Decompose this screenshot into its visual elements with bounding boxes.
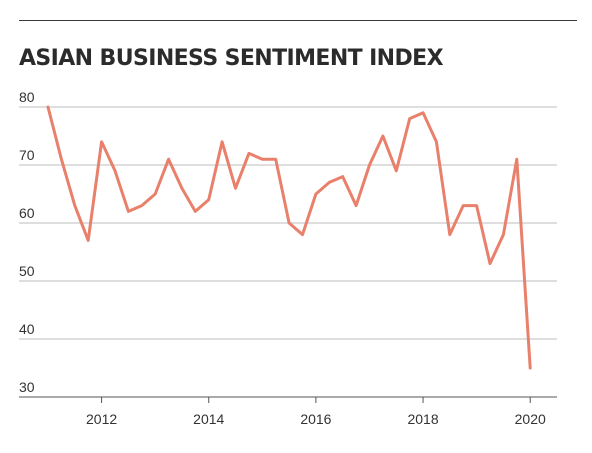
top-rule (19, 20, 577, 21)
chart-title: ASIAN BUSINESS SENTIMENT INDEX (19, 46, 444, 71)
x-tick-label: 2016 (300, 411, 331, 427)
x-tick-label: 2012 (86, 411, 117, 427)
x-tick-label: 2014 (193, 411, 224, 427)
y-tick-label: 40 (19, 321, 35, 337)
y-tick-label: 30 (19, 379, 35, 395)
y-axis-ticks: 80 70 60 50 40 30 (19, 89, 35, 395)
series-line-0 (46, 105, 532, 370)
y-tick-label: 60 (19, 205, 35, 221)
y-tick-label: 50 (19, 263, 35, 279)
y-tick-label: 70 (19, 147, 35, 163)
y-tick-label: 80 (19, 89, 35, 105)
series-layer (46, 105, 532, 370)
x-tick-label: 2020 (515, 411, 546, 427)
x-tick-label: 2018 (407, 411, 438, 427)
x-axis: 2012 2014 2016 2018 2020 (19, 396, 557, 427)
